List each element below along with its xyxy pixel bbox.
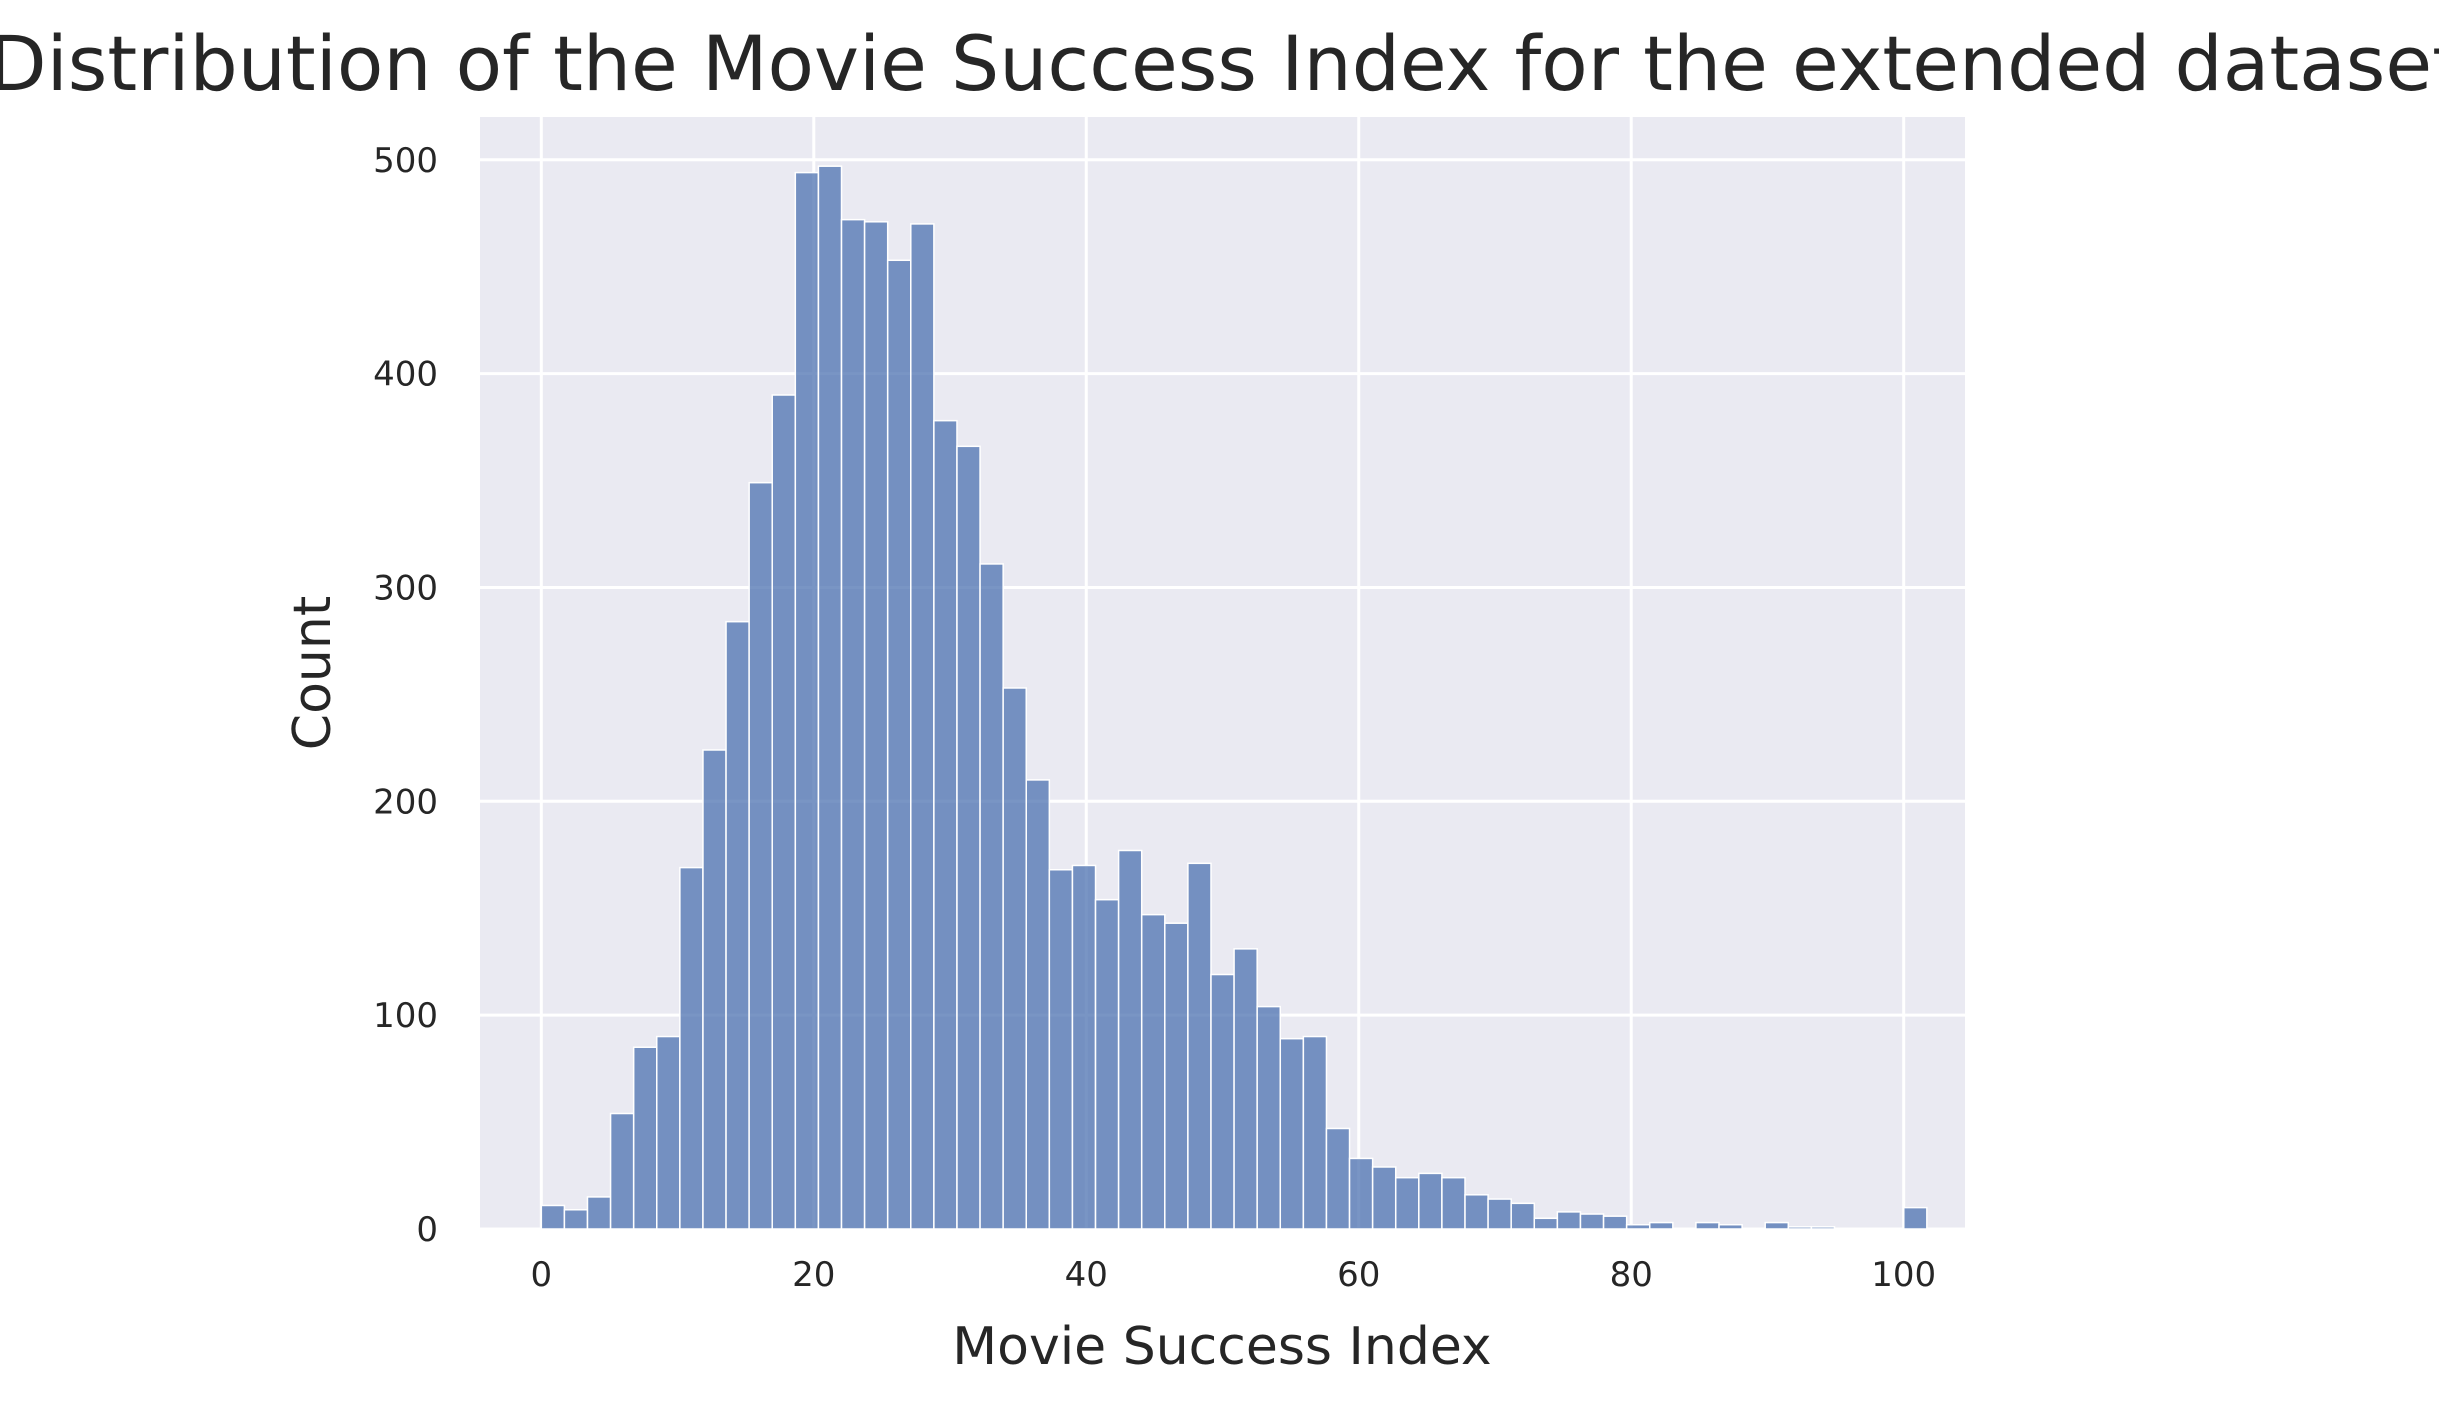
histogram-bar [1602, 1215, 1628, 1230]
histogram-bar [1441, 1176, 1466, 1230]
y-axis-label: Count [283, 596, 343, 750]
x-tick-label: 0 [530, 1255, 552, 1295]
histogram-bar [1233, 948, 1258, 1230]
y-tick-label: 0 [416, 1210, 438, 1250]
histogram-bar [1256, 1005, 1282, 1230]
histogram-bar [1625, 1223, 1651, 1230]
y-tick-label: 100 [373, 996, 438, 1036]
histogram-bar [1695, 1221, 1720, 1230]
histogram-bar [910, 223, 935, 1230]
y-tick-label: 300 [373, 568, 438, 608]
histogram-bar [1187, 862, 1212, 1230]
histogram-bar [725, 620, 750, 1230]
histogram-bars [540, 165, 1928, 1230]
histogram-bar [840, 218, 866, 1230]
histogram-bar [1787, 1226, 1813, 1230]
y-axis-ticks: 0 100 200 300 400 500 [373, 141, 438, 1250]
histogram-bar [1556, 1211, 1582, 1230]
x-tick-label: 40 [1065, 1255, 1108, 1295]
x-tick-label: 80 [1610, 1255, 1653, 1295]
histogram-bar [1394, 1176, 1420, 1230]
histogram-bar [540, 1204, 566, 1230]
histogram-bar [1348, 1157, 1374, 1230]
histogram-bar [1371, 1166, 1397, 1230]
histogram-bar [1764, 1221, 1790, 1230]
histogram-bar [817, 165, 843, 1230]
chart-title: Distribution of the Movie Success Index … [0, 19, 2439, 108]
histogram-bar [771, 394, 797, 1230]
histogram-bar [586, 1196, 612, 1230]
histogram-bar [1279, 1037, 1305, 1230]
y-tick-label: 400 [373, 355, 438, 395]
histogram-bar [609, 1112, 635, 1230]
y-tick-label: 200 [373, 782, 438, 822]
histogram-bar [1810, 1226, 1836, 1230]
histogram-bar [933, 419, 958, 1230]
histogram-bar [794, 171, 820, 1230]
x-tick-label: 60 [1337, 1255, 1380, 1295]
histogram-bar [656, 1035, 681, 1230]
x-axis-label: Movie Success Index [952, 1317, 1491, 1377]
histogram-bar [979, 563, 1004, 1230]
histogram-bar [1648, 1221, 1674, 1230]
histogram-bar [748, 481, 773, 1230]
histogram-bar [1048, 868, 1074, 1230]
histogram-bar [1718, 1223, 1743, 1230]
histogram-bar [702, 749, 727, 1230]
histogram-bar [1510, 1202, 1536, 1230]
histogram-bar [1210, 973, 1235, 1230]
histogram-bar [1533, 1217, 1559, 1230]
histogram-bar [1140, 913, 1166, 1230]
histogram-bar [1164, 922, 1189, 1230]
histogram-bar [956, 445, 981, 1230]
y-tick-label: 500 [373, 141, 438, 181]
histogram-bar [632, 1046, 658, 1230]
histogram-bar [679, 866, 704, 1230]
histogram-bar [1071, 864, 1097, 1230]
histogram-bar [1002, 687, 1027, 1230]
histogram-bar [1464, 1194, 1489, 1230]
histogram-bar [1487, 1198, 1512, 1230]
histogram-bar [563, 1209, 589, 1230]
histogram-bar [1418, 1172, 1443, 1230]
histogram-bar [1903, 1206, 1928, 1230]
histogram-bar [1579, 1213, 1605, 1230]
histogram-bar [1025, 779, 1051, 1230]
x-axis-ticks: 0 20 40 60 80 100 [530, 1255, 1936, 1295]
histogram-bar [1325, 1127, 1351, 1230]
x-tick-label: 100 [1871, 1255, 1936, 1295]
histogram-bar [1094, 898, 1120, 1230]
histogram-bar [1117, 849, 1143, 1230]
histogram-bar [886, 259, 912, 1230]
histogram-bar [863, 221, 889, 1230]
x-tick-label: 20 [792, 1255, 835, 1295]
histogram-bar [1302, 1035, 1328, 1230]
